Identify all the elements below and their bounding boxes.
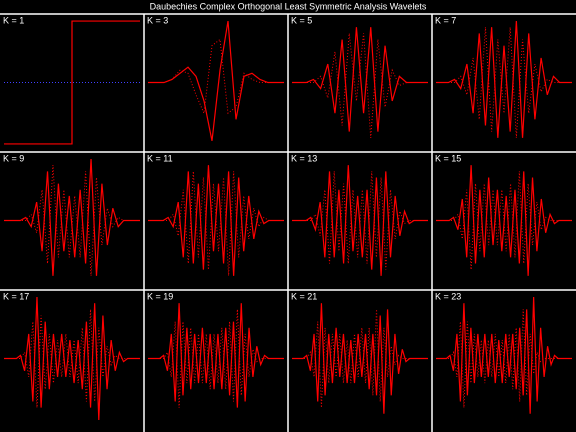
real-line: [4, 297, 140, 420]
imag-line: [436, 309, 572, 408]
real-line: [148, 20, 284, 141]
real-line: [436, 21, 572, 138]
imag-line: [292, 171, 428, 270]
panel-title: K = 11: [147, 153, 173, 163]
panel-title: K = 17: [3, 291, 29, 301]
imag-line: [292, 309, 428, 408]
panel-title: K = 15: [435, 153, 461, 163]
real-line: [148, 303, 284, 408]
real-line: [436, 165, 572, 276]
real-line: [292, 165, 428, 276]
imag-line: [4, 309, 140, 408]
panel-title: K = 7: [435, 15, 456, 25]
real-line: [4, 159, 140, 276]
imag-line: [436, 27, 572, 138]
panel-title: K = 5: [291, 15, 312, 25]
imag-line: [4, 165, 140, 276]
imag-line: [148, 171, 284, 276]
panel-title: K = 3: [147, 15, 168, 25]
panel-title: K = 1: [3, 15, 24, 25]
panel-title: K = 23: [435, 291, 461, 301]
panel-title: K = 19: [147, 291, 173, 301]
figure-title: Daubechies Complex Orthogonal Least Symm…: [150, 1, 427, 11]
real-line: [148, 165, 284, 276]
panel-title: K = 9: [3, 153, 24, 163]
panel-title: K = 21: [291, 291, 317, 301]
real-line: [292, 27, 428, 132]
panel-title: K = 13: [291, 153, 317, 163]
real-line: [4, 20, 140, 145]
